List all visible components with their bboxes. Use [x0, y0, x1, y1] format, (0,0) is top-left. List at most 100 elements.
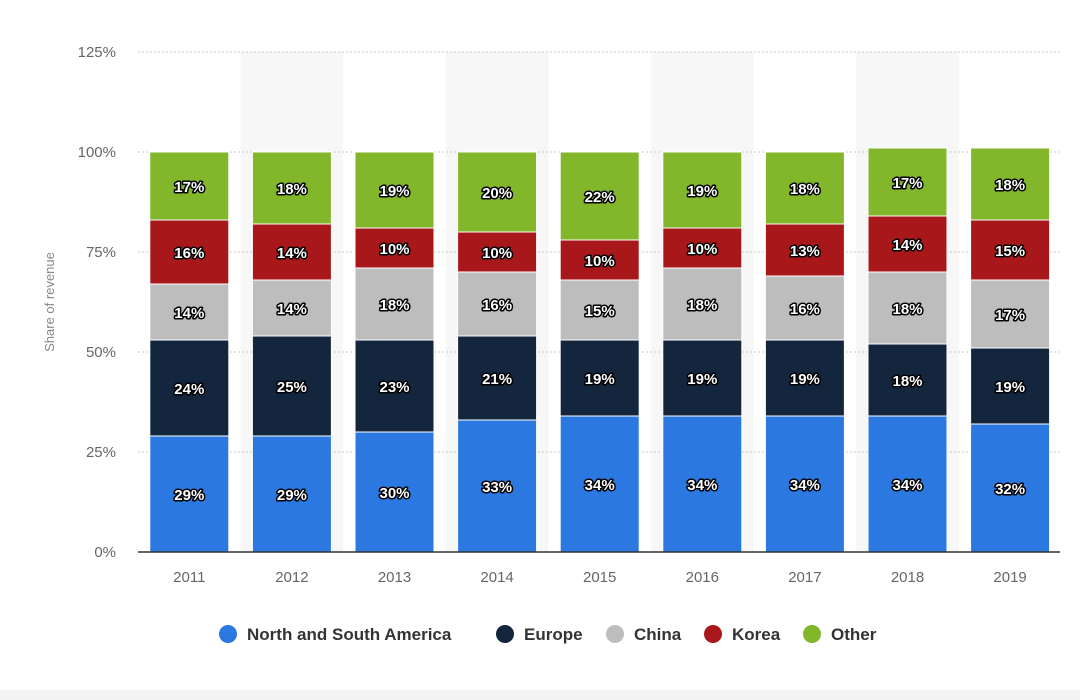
bar-segment[interactable]: [251, 223, 332, 281]
data-label: 14%: [277, 245, 307, 262]
bar-segment[interactable]: [251, 435, 332, 553]
data-label: 32%: [995, 481, 1025, 498]
data-label: 14%: [174, 305, 204, 322]
bar-segment[interactable]: [559, 239, 640, 281]
data-label: 21%: [482, 371, 512, 388]
data-label: 18%: [995, 177, 1025, 194]
x-tick-label: 2019: [993, 569, 1026, 586]
bar-segment[interactable]: [149, 435, 230, 553]
bar-segment[interactable]: [149, 339, 230, 437]
data-label: 16%: [790, 301, 820, 318]
y-tick-label: 125%: [78, 44, 116, 61]
bar-segment[interactable]: [354, 431, 435, 553]
legend: North and South America Europe China Korea O…: [219, 625, 877, 644]
data-label: 13%: [790, 243, 820, 260]
bar-segment[interactable]: [559, 151, 640, 241]
legend-label: North and South America: [247, 625, 452, 644]
bar-segment[interactable]: [457, 271, 538, 337]
legend-label: Other: [831, 625, 877, 644]
x-tick-label: 2011: [173, 569, 205, 586]
data-label: 24%: [174, 381, 204, 398]
bar-segment[interactable]: [457, 335, 538, 421]
data-label: 16%: [174, 245, 204, 262]
bar-segment[interactable]: [149, 151, 230, 221]
bar-segment[interactable]: [764, 151, 845, 225]
bar-segment[interactable]: [251, 279, 332, 337]
bar-segment[interactable]: [354, 267, 435, 341]
bar-segment[interactable]: [970, 347, 1051, 425]
y-tick-label: 50%: [86, 344, 116, 361]
legend-marker-icon: [606, 625, 624, 643]
data-label: 17%: [174, 179, 204, 196]
bar-segment[interactable]: [559, 339, 640, 417]
legend-item[interactable]: China: [606, 625, 682, 644]
bar-segment[interactable]: [662, 151, 743, 229]
bar-segment[interactable]: [867, 415, 948, 553]
bar-segment[interactable]: [867, 215, 948, 273]
bar-segment[interactable]: [764, 415, 845, 553]
bar-segment[interactable]: [764, 275, 845, 341]
bar-segment[interactable]: [970, 423, 1051, 553]
x-tick-label: 2018: [891, 569, 924, 586]
data-label: 25%: [277, 379, 307, 396]
bar-segment[interactable]: [970, 219, 1051, 281]
x-tick-label: 2017: [788, 569, 821, 586]
bar-segment[interactable]: [867, 147, 948, 217]
data-label: 34%: [892, 477, 922, 494]
bar-segment[interactable]: [354, 151, 435, 229]
data-label: 18%: [892, 373, 922, 390]
data-label: 17%: [892, 175, 922, 192]
legend-item[interactable]: Korea: [704, 625, 781, 644]
data-label: 34%: [790, 477, 820, 494]
data-label: 19%: [585, 371, 615, 388]
bar-segment[interactable]: [251, 151, 332, 225]
data-label: 10%: [379, 241, 409, 258]
bar-segment[interactable]: [354, 227, 435, 269]
bar-segment[interactable]: [457, 419, 538, 553]
x-tick-label: 2015: [583, 569, 616, 586]
legend-marker-icon: [219, 625, 237, 643]
bar-segment[interactable]: [149, 283, 230, 341]
y-tick-label: 25%: [86, 444, 116, 461]
bar-segment[interactable]: [354, 339, 435, 433]
bar-segment[interactable]: [457, 151, 538, 233]
bar-segment[interactable]: [970, 279, 1051, 349]
data-label: 19%: [790, 371, 820, 388]
bar-segment[interactable]: [764, 223, 845, 277]
bar-segment[interactable]: [559, 415, 640, 553]
legend-label: Korea: [732, 625, 781, 644]
y-axis-title: Share of revenue: [42, 252, 57, 352]
legend-item[interactable]: North and South America: [219, 625, 452, 644]
y-tick-label: 100%: [78, 144, 116, 161]
bar-segment[interactable]: [970, 147, 1051, 221]
data-label: 34%: [585, 477, 615, 494]
legend-label: China: [634, 625, 682, 644]
legend-item[interactable]: Other: [803, 625, 877, 644]
bar-segment[interactable]: [559, 279, 640, 341]
x-tick-label: 2014: [480, 569, 513, 586]
y-tick-label: 0%: [94, 544, 116, 561]
data-label: 14%: [892, 237, 922, 254]
y-axis-ticks: 0% 25% 50% 75% 100% 125%: [78, 44, 116, 561]
data-label: 10%: [585, 253, 615, 270]
data-label: 22%: [585, 189, 615, 206]
x-tick-label: 2016: [686, 569, 719, 586]
legend-item[interactable]: Europe: [496, 625, 583, 644]
bar-segment[interactable]: [662, 339, 743, 417]
data-label: 18%: [892, 301, 922, 318]
data-label: 30%: [379, 485, 409, 502]
data-label: 16%: [482, 297, 512, 314]
x-axis-ticks: 2011 2012 2013 2014 2015 2016 2017 2018 2019: [173, 569, 1027, 586]
bar-segment[interactable]: [457, 231, 538, 273]
data-label: 29%: [277, 487, 307, 504]
data-label: 10%: [687, 241, 717, 258]
bars: [149, 147, 1051, 553]
data-label: 23%: [379, 379, 409, 396]
bar-segment[interactable]: [867, 271, 948, 345]
data-label: 33%: [482, 479, 512, 496]
bar-segment[interactable]: [764, 339, 845, 417]
bar-segment[interactable]: [867, 343, 948, 417]
bar-segment[interactable]: [149, 219, 230, 285]
